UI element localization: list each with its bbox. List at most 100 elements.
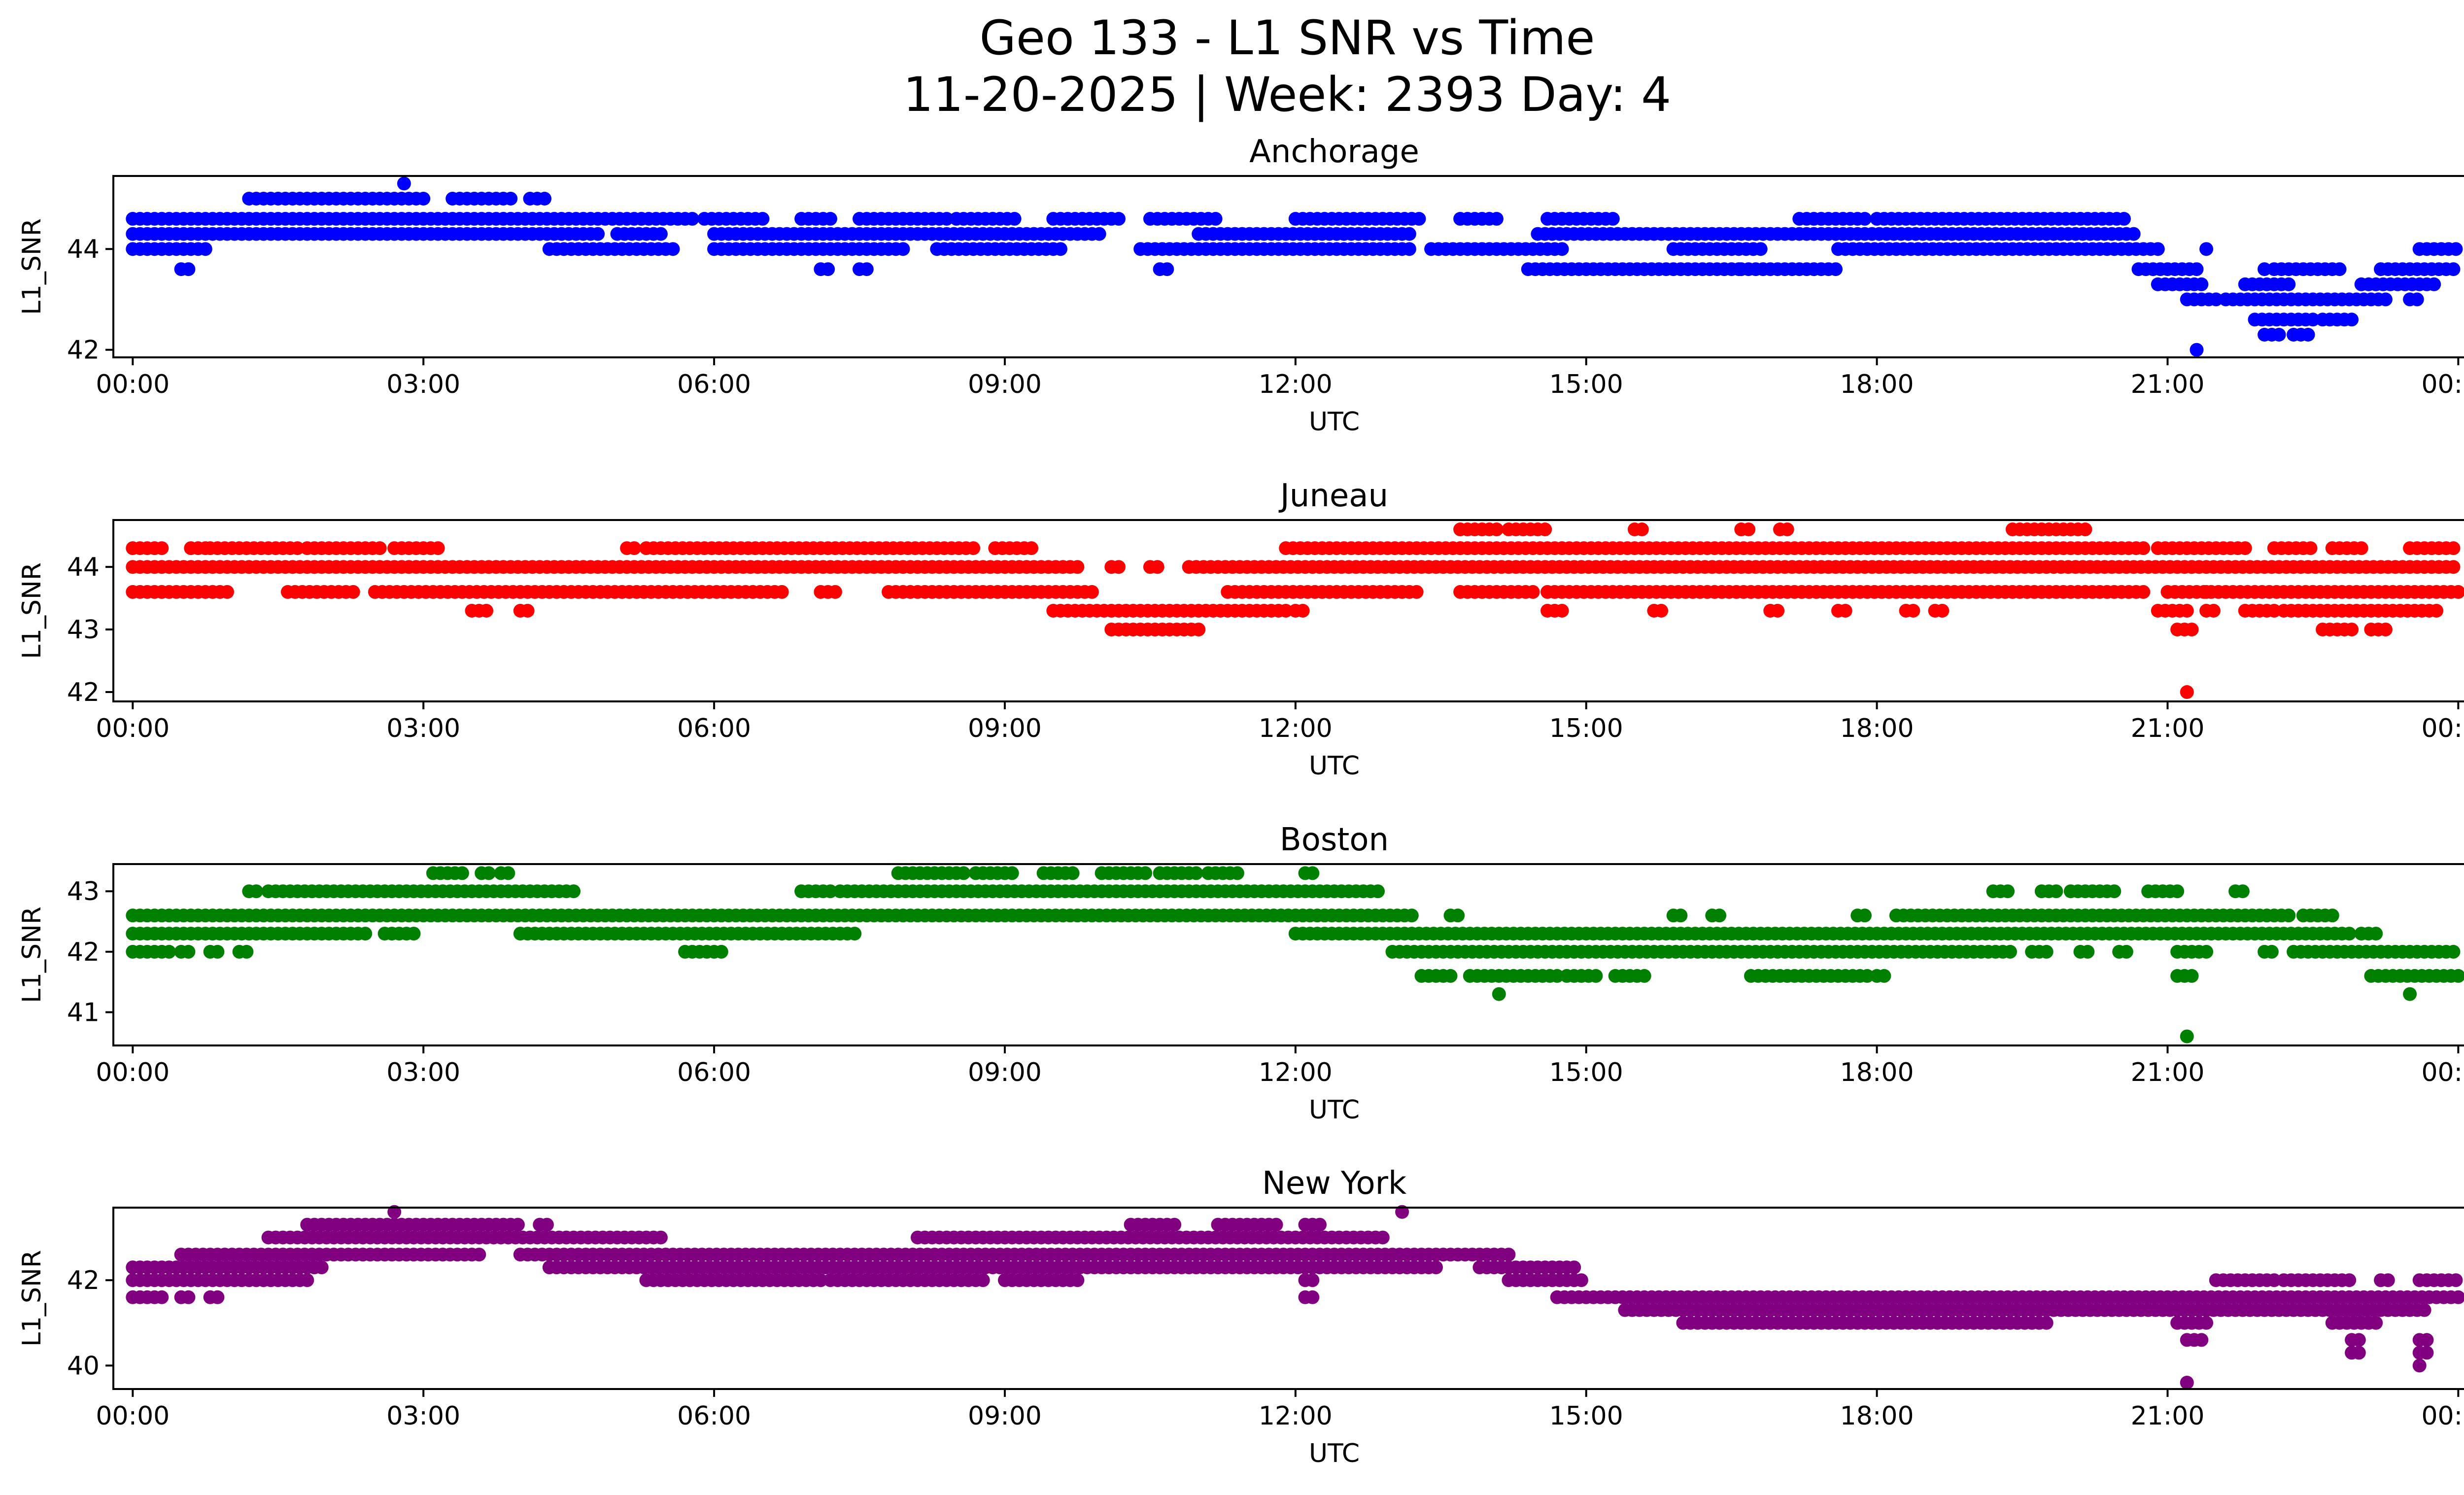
- data-point: [2282, 908, 2296, 923]
- x-tick-label: 03:00: [386, 1401, 460, 1431]
- data-point: [2449, 1273, 2463, 1287]
- data-point: [538, 192, 551, 206]
- data-point: [2345, 623, 2359, 637]
- data-point: [2264, 944, 2279, 959]
- data-point: [2451, 1290, 2464, 1304]
- data-point: [455, 866, 469, 880]
- data-point: [1858, 908, 1872, 923]
- x-tick-label: 00:00: [2421, 714, 2464, 743]
- data-point: [1269, 1217, 1283, 1232]
- x-axis-label: UTC: [1309, 1439, 1360, 1468]
- figure-title-line1: Geo 133 - L1 SNR vs Time: [980, 10, 1595, 66]
- data-point: [2170, 884, 2185, 899]
- data-point: [1674, 908, 1688, 923]
- data-point: [210, 944, 225, 959]
- data-point: [162, 944, 176, 959]
- data-point: [2301, 328, 2315, 342]
- data-point: [1065, 866, 1080, 880]
- data-point: [1092, 227, 1106, 241]
- x-tick-label: 12:00: [1259, 1058, 1333, 1087]
- x-tick-label: 06:00: [677, 1401, 751, 1431]
- data-point: [481, 866, 496, 880]
- data-point: [1412, 211, 1426, 226]
- x-tick-label: 00:00: [96, 1058, 170, 1087]
- data-point: [2412, 1358, 2427, 1373]
- data-point: [1112, 211, 1126, 226]
- data-point: [2180, 685, 2194, 699]
- data-point: [290, 541, 305, 556]
- data-point: [1085, 585, 1099, 599]
- data-point: [2417, 1303, 2431, 1317]
- y-tick-label: 40: [67, 1351, 100, 1381]
- data-point: [1429, 1260, 1443, 1275]
- data-point: [775, 585, 789, 599]
- data-point: [1402, 242, 1416, 256]
- data-point: [627, 541, 641, 556]
- data-point: [823, 211, 837, 226]
- data-point: [1296, 604, 1310, 618]
- data-point: [1305, 1273, 1320, 1287]
- data-point: [2126, 227, 2141, 241]
- data-point: [2449, 242, 2463, 256]
- data-point: [472, 1248, 486, 1262]
- data-point: [957, 866, 971, 880]
- x-tick-label: 03:00: [386, 1058, 460, 1087]
- data-point: [407, 927, 421, 941]
- data-point: [2446, 944, 2461, 959]
- data-point: [181, 262, 196, 277]
- x-tick-label: 18:00: [1840, 370, 1914, 399]
- data-point: [2199, 585, 2214, 599]
- x-tick-label: 06:00: [677, 714, 751, 743]
- data-point: [814, 1273, 828, 1287]
- x-tick-label: 09:00: [968, 1058, 1042, 1087]
- data-point: [2420, 1346, 2434, 1360]
- axes-frame: [112, 519, 2464, 702]
- data-point: [653, 1230, 668, 1245]
- y-axis-label: L1_SNR: [17, 218, 47, 315]
- data-point: [1589, 969, 1603, 983]
- x-tick-label: 00:00: [2421, 1401, 2464, 1431]
- data-point: [1742, 522, 1756, 536]
- data-point: [2306, 585, 2320, 599]
- data-point: [966, 541, 981, 556]
- data-point: [2209, 292, 2223, 307]
- data-point: [2446, 560, 2461, 574]
- data-point: [1313, 1217, 1327, 1232]
- data-point: [1906, 604, 1920, 618]
- x-axis-label: UTC: [1309, 407, 1360, 437]
- data-point: [1502, 1248, 1516, 1262]
- data-point: [1771, 604, 1785, 618]
- x-tick-label: 06:00: [677, 370, 751, 399]
- data-point: [1877, 969, 1891, 983]
- x-tick-label: 09:00: [968, 370, 1042, 399]
- scatter-series: [126, 866, 2464, 1043]
- data-point: [1567, 1260, 1581, 1275]
- data-point: [1404, 908, 1419, 923]
- data-point: [1451, 908, 1465, 923]
- data-point: [2420, 1333, 2434, 1347]
- data-point: [1443, 969, 1458, 983]
- data-point: [1402, 227, 1416, 241]
- data-point: [240, 944, 254, 959]
- x-axis-label: UTC: [1309, 751, 1360, 781]
- data-point: [1160, 262, 1174, 277]
- axes-frame: [112, 863, 2464, 1046]
- data-point: [1858, 211, 1872, 226]
- data-point: [2342, 927, 2357, 941]
- data-point: [1838, 604, 1852, 618]
- data-point: [2180, 604, 2194, 618]
- x-tick-label: 18:00: [1840, 1058, 1914, 1087]
- scatter-series: [126, 176, 2463, 357]
- scatter-series: [126, 522, 2464, 699]
- data-point: [1005, 866, 1019, 880]
- data-point: [1305, 866, 1320, 880]
- data-point: [220, 585, 234, 599]
- subplot-new-york: New York 00:00 03:00 06:00 09:00 12:00 15:00 18…: [17, 1165, 2464, 1468]
- y-tick-label: 42: [67, 938, 100, 967]
- x-tick-label: 00:00: [2421, 370, 2464, 399]
- data-point: [300, 1273, 314, 1287]
- subplot-title: Boston: [1280, 822, 1389, 858]
- data-point: [416, 192, 431, 206]
- data-point: [1555, 604, 1569, 618]
- data-point: [1829, 262, 1843, 277]
